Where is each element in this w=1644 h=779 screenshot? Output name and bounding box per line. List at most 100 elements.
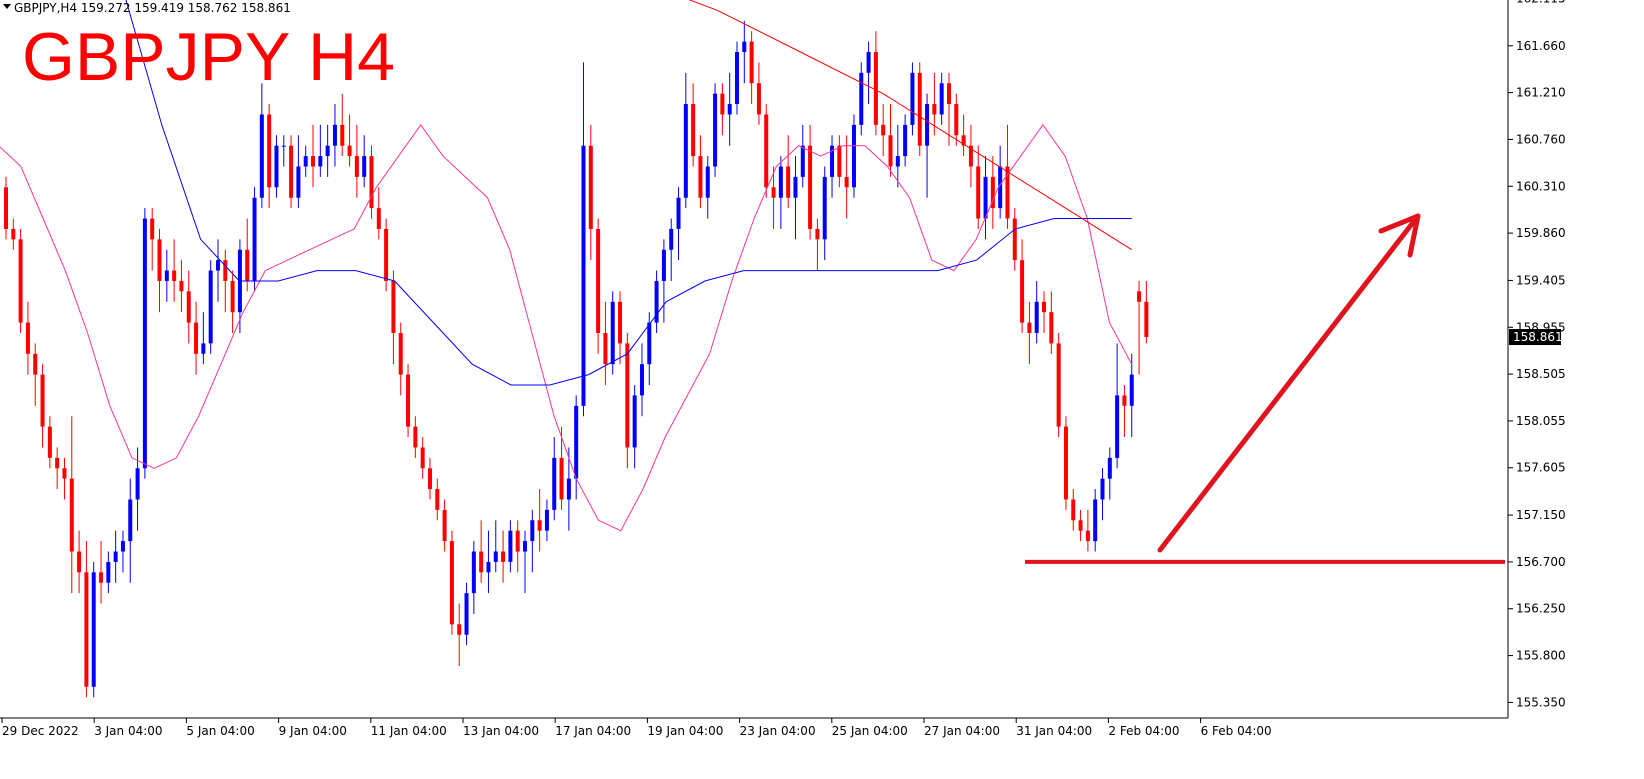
- candle: [391, 270, 396, 365]
- candle: [1056, 332, 1061, 438]
- candle: [208, 260, 213, 354]
- candle-body: [501, 551, 506, 562]
- candle: [830, 135, 835, 198]
- candle: [610, 291, 615, 375]
- candle: [479, 520, 484, 583]
- candle-body: [932, 104, 937, 115]
- candle-body: [735, 52, 739, 105]
- candle-body: [1042, 301, 1047, 313]
- candle-body: [837, 145, 842, 177]
- candle-body: [566, 478, 571, 500]
- candle-body: [172, 270, 177, 281]
- candle-body: [851, 124, 856, 188]
- candle-body: [1093, 499, 1098, 542]
- candle-body: [1063, 426, 1068, 500]
- candle: [544, 499, 549, 542]
- candle-body: [230, 280, 235, 313]
- candle: [998, 145, 1003, 219]
- candle: [537, 489, 542, 552]
- candle-body: [18, 239, 23, 323]
- candle: [340, 93, 345, 157]
- candle: [186, 270, 191, 344]
- candle-body: [442, 509, 447, 542]
- price-tick-label: 156.250: [1516, 602, 1566, 616]
- candle-body: [267, 114, 272, 188]
- candle: [873, 31, 878, 136]
- candle: [77, 530, 82, 594]
- candle: [289, 135, 294, 209]
- moving-averages-layer: [0, 0, 1133, 532]
- candle-body: [449, 541, 454, 625]
- candle-body: [596, 228, 601, 333]
- candle-body: [625, 343, 630, 448]
- candle-body: [866, 52, 871, 73]
- time-tick-label: 5 Jan 04:00: [186, 724, 254, 738]
- candle-body: [69, 478, 74, 552]
- candle-body: [340, 124, 345, 146]
- candle: [442, 499, 447, 552]
- candle-body: [413, 426, 418, 448]
- candle: [683, 72, 688, 209]
- last-price-marker: [1509, 329, 1561, 346]
- candle: [574, 395, 579, 500]
- candle-body: [55, 457, 60, 469]
- candle: [661, 239, 666, 323]
- price-tick-label: 160.760: [1516, 132, 1566, 146]
- candle: [581, 62, 586, 417]
- candle-body: [786, 166, 791, 198]
- candle: [1137, 280, 1142, 375]
- candle-body: [720, 93, 725, 115]
- candle-body: [1005, 166, 1010, 219]
- candle-body: [1144, 301, 1149, 338]
- candle-body: [464, 593, 469, 635]
- candle: [172, 239, 177, 302]
- candle: [413, 416, 418, 458]
- annotation-layer: [1025, 213, 1505, 564]
- candle-body: [406, 374, 411, 427]
- candle: [946, 72, 951, 146]
- candle-body: [471, 551, 476, 594]
- candle: [968, 124, 973, 188]
- candle: [267, 104, 272, 209]
- candle: [69, 416, 74, 594]
- candle: [749, 31, 754, 105]
- candle-body: [457, 624, 462, 635]
- candle: [1042, 291, 1047, 333]
- candle-body: [311, 156, 316, 167]
- candle: [33, 343, 38, 406]
- candle: [742, 20, 747, 84]
- candle-body: [544, 509, 549, 531]
- candle-body: [25, 322, 30, 354]
- candle: [142, 208, 147, 479]
- candle-body: [873, 52, 878, 125]
- time-tick-label: 19 Jan 04:00: [647, 724, 723, 738]
- candle-body: [332, 124, 337, 146]
- candle: [698, 135, 703, 209]
- candle-body: [559, 457, 564, 500]
- time-tick-label: 3 Jan 04:00: [94, 724, 162, 738]
- candle-body: [925, 104, 930, 146]
- candle-body: [669, 228, 674, 250]
- candle-body: [274, 145, 279, 188]
- price-tick-label: 155.800: [1516, 649, 1566, 663]
- candle: [508, 520, 513, 573]
- time-tick-label: 25 Jan 04:00: [832, 724, 908, 738]
- candle: [1027, 301, 1032, 365]
- candle-body: [179, 280, 184, 292]
- candle-body: [1129, 374, 1134, 406]
- candle: [230, 270, 235, 333]
- candle-body: [62, 468, 67, 479]
- candle: [888, 104, 893, 177]
- candle-body: [1137, 291, 1142, 302]
- candle: [347, 114, 352, 167]
- candle: [223, 249, 228, 313]
- candle: [881, 104, 886, 157]
- candle: [493, 520, 498, 573]
- time-tick-label: 31 Jan 04:00: [1016, 724, 1092, 738]
- candle-body: [632, 395, 637, 448]
- candle: [99, 541, 104, 604]
- candle-body: [961, 135, 966, 146]
- candle-body: [354, 156, 359, 177]
